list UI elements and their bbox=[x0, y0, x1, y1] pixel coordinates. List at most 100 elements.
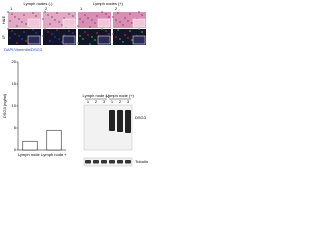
cell bbox=[84, 14, 86, 16]
cell bbox=[112, 33, 114, 35]
y-axis-label: DSG3 (ng/ml) bbox=[2, 93, 7, 118]
band bbox=[101, 160, 107, 164]
band bbox=[125, 110, 131, 133]
cell bbox=[105, 30, 107, 32]
cell bbox=[96, 32, 98, 34]
cell bbox=[94, 22, 96, 24]
stain-legend: DAPI/Vimentin/DSG3 bbox=[4, 47, 43, 52]
cell bbox=[87, 34, 89, 36]
cell bbox=[56, 29, 58, 31]
cell bbox=[77, 42, 79, 44]
cell bbox=[16, 42, 18, 44]
y-tick-label: 0 bbox=[14, 147, 17, 152]
blot-group: Lymph node (+) bbox=[106, 93, 135, 98]
cell bbox=[54, 19, 56, 21]
cell bbox=[117, 29, 119, 31]
y-tick-label: 10 bbox=[12, 103, 17, 108]
inset bbox=[27, 18, 41, 28]
cell bbox=[21, 21, 23, 23]
cell bbox=[42, 18, 44, 20]
protein-label: Tubulin bbox=[135, 159, 148, 164]
blot-group: Lymph node (-) bbox=[83, 93, 111, 98]
cell bbox=[141, 31, 143, 33]
cell bbox=[23, 14, 25, 16]
cell bbox=[25, 23, 27, 25]
cell bbox=[82, 21, 84, 23]
row-label: H&E bbox=[1, 16, 6, 25]
cell bbox=[9, 37, 11, 39]
cell bbox=[79, 18, 81, 20]
cell bbox=[115, 36, 117, 38]
cell bbox=[51, 16, 53, 18]
cell bbox=[42, 35, 44, 37]
band bbox=[117, 160, 123, 164]
y-tick-label: 20 bbox=[12, 59, 17, 64]
cell bbox=[112, 16, 114, 18]
cell bbox=[61, 41, 63, 43]
cell bbox=[58, 21, 60, 23]
cell bbox=[108, 33, 110, 35]
cell bbox=[54, 36, 56, 38]
protein-label: DSG3 bbox=[135, 115, 147, 120]
cell bbox=[101, 28, 103, 30]
cell bbox=[72, 15, 74, 17]
cell bbox=[129, 30, 131, 32]
lane-label: 3 bbox=[103, 99, 106, 104]
cell bbox=[63, 34, 65, 36]
bar bbox=[22, 140, 38, 151]
lane-label: 1 bbox=[111, 99, 114, 104]
group-label: Lymph nodes (+) bbox=[93, 1, 124, 6]
cell bbox=[131, 39, 133, 41]
cell bbox=[119, 38, 121, 40]
band bbox=[109, 110, 115, 131]
cell bbox=[122, 24, 124, 26]
cell bbox=[89, 43, 91, 45]
cell bbox=[9, 20, 11, 22]
cell bbox=[117, 12, 119, 14]
cell bbox=[11, 30, 13, 32]
cell bbox=[131, 22, 133, 24]
cell bbox=[68, 13, 70, 15]
blot-membrane bbox=[83, 157, 133, 167]
cell bbox=[18, 35, 20, 37]
band bbox=[117, 110, 123, 132]
cell bbox=[124, 34, 126, 36]
cell bbox=[105, 13, 107, 15]
cell bbox=[72, 32, 74, 34]
lane-label: 3 bbox=[127, 99, 130, 104]
cell bbox=[14, 33, 16, 35]
cell bbox=[35, 32, 37, 34]
cell bbox=[77, 25, 79, 27]
cell bbox=[129, 13, 131, 15]
cell bbox=[63, 17, 65, 19]
cell bbox=[79, 35, 81, 37]
lane-label: 2 bbox=[95, 99, 98, 104]
cell bbox=[127, 37, 129, 39]
cell bbox=[89, 26, 91, 28]
cell bbox=[47, 14, 49, 16]
cell bbox=[91, 19, 93, 21]
cell bbox=[14, 16, 16, 18]
band bbox=[125, 160, 131, 164]
cell bbox=[32, 29, 34, 31]
cell bbox=[101, 11, 103, 13]
x-tick-label: Lymph node + bbox=[41, 152, 67, 157]
inset bbox=[97, 35, 111, 45]
lane-label: 2 bbox=[119, 99, 122, 104]
cell bbox=[44, 11, 46, 13]
cell bbox=[47, 31, 49, 33]
column-label: 1 bbox=[10, 6, 13, 11]
cell bbox=[68, 30, 70, 32]
cell bbox=[32, 12, 34, 14]
cell bbox=[87, 17, 89, 19]
cell bbox=[61, 24, 63, 26]
column-label: 1 bbox=[80, 6, 83, 11]
y-tick-label: 15 bbox=[12, 81, 17, 86]
lane-label: 1 bbox=[87, 99, 90, 104]
figure: Lymph nodes (-) Lymph nodes (+) DAPI/Vim… bbox=[1, 1, 148, 167]
column-label: 2 bbox=[45, 6, 48, 11]
cell bbox=[25, 40, 27, 42]
cell bbox=[119, 21, 121, 23]
cell bbox=[56, 12, 58, 14]
cell bbox=[108, 16, 110, 18]
